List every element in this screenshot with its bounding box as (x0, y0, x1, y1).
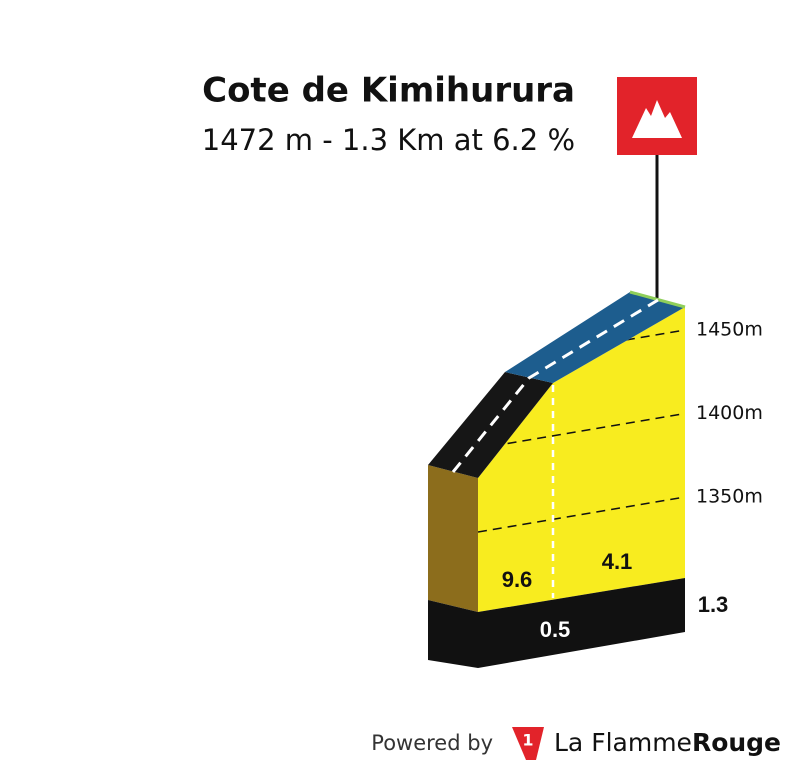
title: Cote de Kimihurura (202, 71, 575, 111)
grid-line (478, 412, 685, 450)
brand-bold: Rouge (692, 728, 781, 757)
road-moderate (505, 292, 685, 383)
logo-mark: 1 (522, 731, 533, 750)
segment-gradient: 4.1 (602, 549, 633, 574)
total-distance: 1.3 (698, 592, 729, 617)
powered-by: Powered by (371, 731, 493, 755)
elevation-tick-label: 1450m (696, 319, 763, 341)
brand: La FlammeRouge (554, 728, 781, 757)
logo (512, 727, 544, 760)
flag-icon (632, 100, 682, 138)
segment-gradient: 9.6 (502, 567, 533, 592)
side-base (428, 600, 478, 668)
subtitle: 1472 m - 1.3 Km at 6.2 % (202, 123, 575, 157)
side-face (428, 465, 478, 612)
base-band (478, 578, 685, 668)
grid-line (478, 496, 685, 533)
elevation-tick-label: 1400m (696, 402, 763, 424)
brand-light: La Flamme (554, 728, 692, 757)
elevation-tick-label: 1350m (696, 486, 763, 508)
split-distance: 0.5 (540, 617, 571, 642)
road-centerline (451, 298, 659, 473)
front-face (478, 307, 685, 612)
